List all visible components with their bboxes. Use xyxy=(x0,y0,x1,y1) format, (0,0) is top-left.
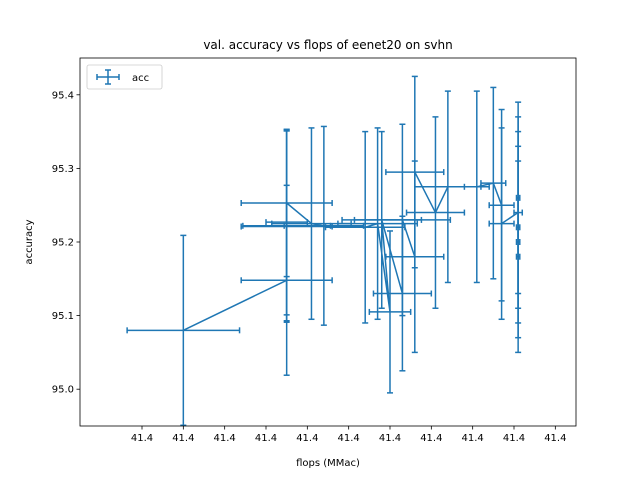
legend-handle-acc xyxy=(96,69,120,85)
y-tick-label: 95.2 xyxy=(52,238,74,249)
legend-label-acc: acc xyxy=(132,73,149,84)
y-axis-label: accuracy xyxy=(24,219,35,264)
series-layer xyxy=(126,75,524,427)
x-tick-label: 41.4 xyxy=(172,433,194,444)
y-tick-label: 95.4 xyxy=(52,90,74,101)
series-line-acc xyxy=(183,171,519,331)
x-tick-label: 41.4 xyxy=(379,433,401,444)
y-axis: 95.0 95.1 95.2 95.3 95.4 xyxy=(52,90,80,396)
x-axis-label: flops (MMac) xyxy=(296,458,360,469)
x-tick-label: 41.4 xyxy=(544,433,566,444)
x-tick-label: 41.4 xyxy=(338,433,360,444)
chart-title: val. accuracy vs flops of eenet20 on svh… xyxy=(203,38,452,52)
x-tick-label: 41.4 xyxy=(503,433,525,444)
x-tick-label: 41.4 xyxy=(131,433,153,444)
legend: acc xyxy=(86,64,163,90)
y-tick-label: 95.3 xyxy=(52,164,74,175)
x-tick-label: 41.4 xyxy=(462,433,484,444)
x-axis: 41.4 41.4 41.4 41.4 41.4 41.4 41.4 41.4 41.4 41.4… xyxy=(131,426,566,444)
y-tick-label: 95.0 xyxy=(52,385,74,396)
x-tick-label: 41.4 xyxy=(296,433,318,444)
legend-box xyxy=(86,64,163,90)
x-tick-label: 41.4 xyxy=(420,433,442,444)
x-tick-label: 41.4 xyxy=(255,433,277,444)
x-tick-label: 41.4 xyxy=(214,433,236,444)
y-tick-label: 95.1 xyxy=(52,311,74,322)
